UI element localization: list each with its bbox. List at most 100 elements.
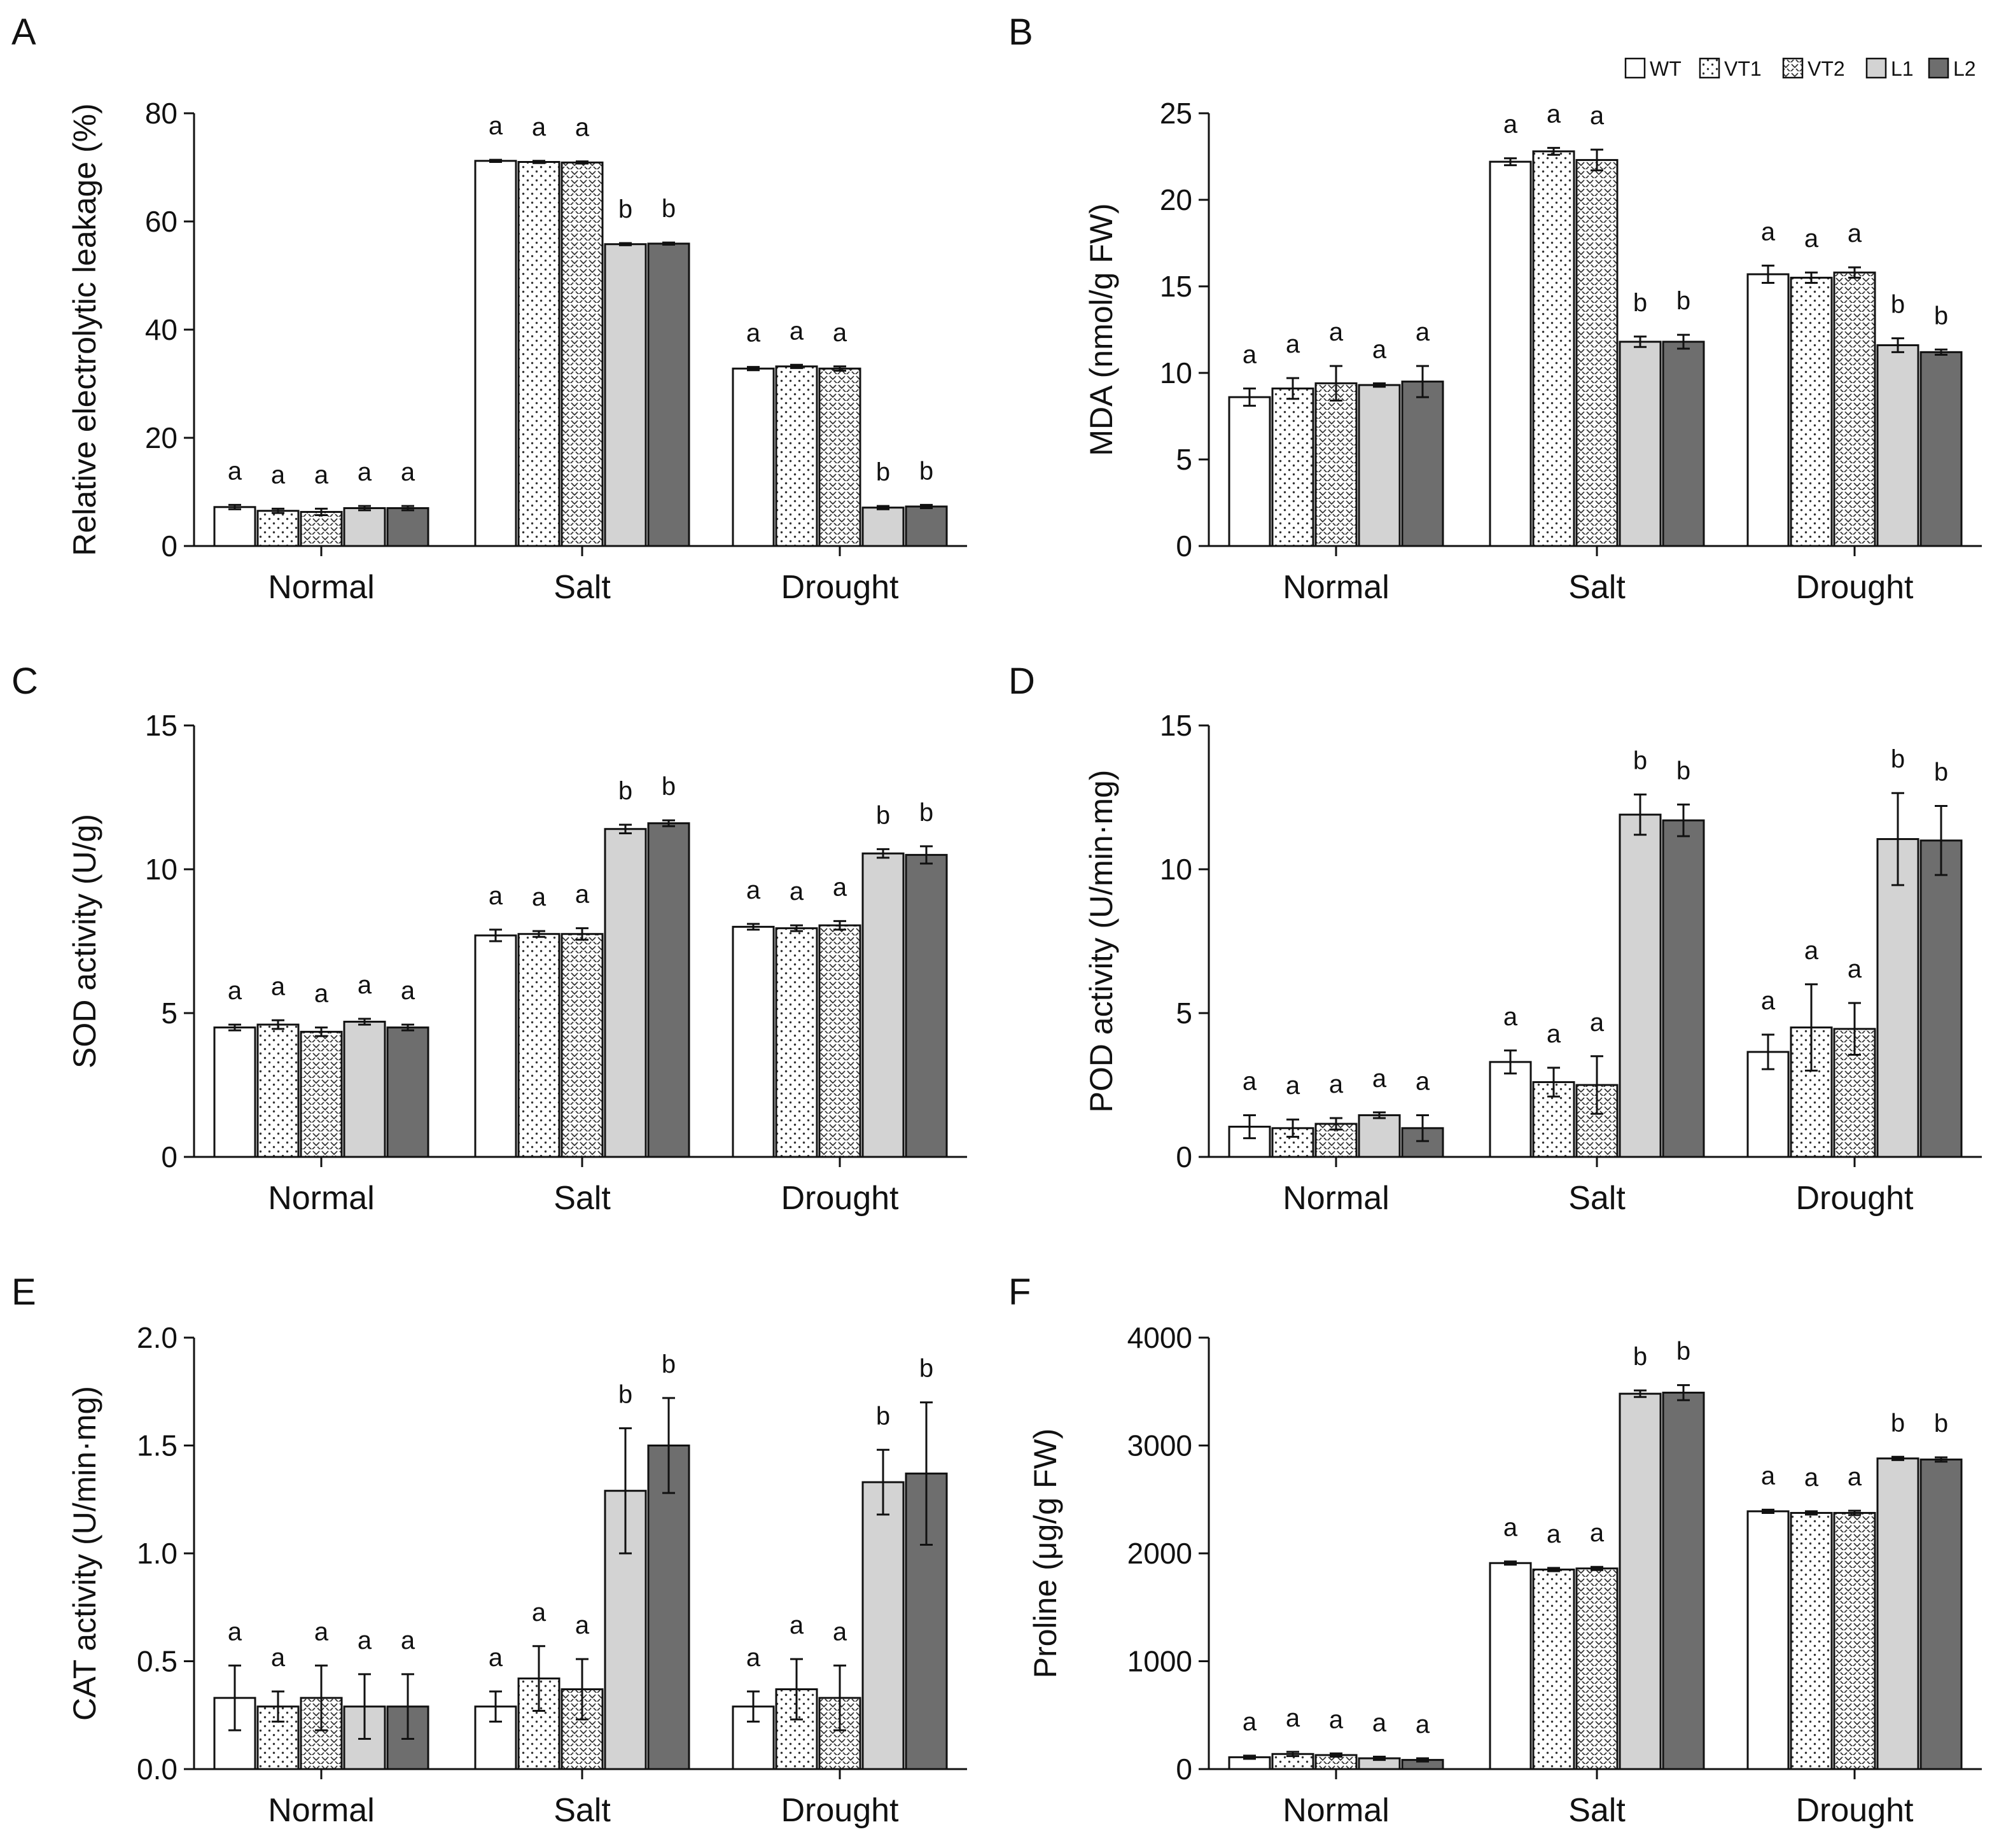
bar-L2: [1919, 839, 1963, 1158]
legend-swatch-VT1: [1699, 57, 1720, 79]
significance-letter: b: [1633, 289, 1647, 317]
significance-letter: b: [1934, 759, 1948, 787]
significance-letter: a: [1416, 1711, 1430, 1739]
y-tick-label: 15: [1160, 270, 1192, 303]
significance-letter: a: [1503, 111, 1518, 139]
significance-letter: a: [314, 1618, 329, 1646]
bar-VT2: [1575, 158, 1619, 547]
y-axis-label: POD activity (U/min·mg): [1083, 770, 1119, 1113]
y-axis-label: MDA (nmol/g FW): [1083, 203, 1119, 456]
significance-letter: a: [1547, 100, 1561, 128]
bar-L2: [1919, 1459, 1963, 1770]
significance-letter: a: [1372, 335, 1387, 363]
significance-letter: b: [1891, 745, 1905, 773]
bar-VT1: [1532, 1568, 1575, 1770]
significance-letter: a: [1590, 1519, 1605, 1547]
significance-letter: b: [618, 1380, 632, 1408]
significance-letter: b: [876, 1402, 890, 1430]
bar-WT: [1489, 1562, 1532, 1770]
significance-letter: a: [1590, 1009, 1605, 1037]
y-tick-label: 25: [1160, 97, 1192, 130]
bar-L1: [1876, 1457, 1919, 1770]
x-tick-label: Salt: [1568, 1180, 1626, 1217]
y-tick-label: 1.0: [137, 1537, 178, 1570]
significance-letter: a: [358, 971, 372, 999]
significance-letter: a: [1286, 330, 1300, 358]
chart-panel-F: F Proline (μg/g FW) 0 1000 2000 3000 4000 Norma…: [1008, 1271, 1982, 1829]
y-tick-label: 15: [1160, 709, 1192, 742]
bar-L2: [647, 822, 690, 1158]
significance-letter: b: [1633, 1343, 1647, 1371]
x-tick-label: Normal: [268, 569, 375, 606]
panel-letter: F: [1008, 1271, 1031, 1313]
significance-letter: a: [401, 1627, 415, 1655]
significance-letter: a: [1547, 1020, 1561, 1048]
significance-letter: a: [1286, 1072, 1300, 1100]
x-tick-label: Normal: [268, 1180, 375, 1217]
bar-VT2: [1833, 271, 1876, 547]
significance-letter: a: [228, 1618, 242, 1646]
significance-letter: a: [271, 1644, 286, 1672]
significance-letter: a: [746, 319, 761, 347]
y-tick-label: 60: [145, 205, 178, 238]
significance-letter: a: [746, 876, 761, 904]
x-tick-label: Drought: [1796, 569, 1914, 606]
bar-L2: [905, 853, 948, 1158]
legend-swatch-L2: [1928, 57, 1949, 79]
legend-swatch-L1: [1865, 57, 1887, 79]
significance-letter: a: [833, 319, 847, 347]
significance-letter: a: [1243, 1067, 1257, 1095]
significance-letter: a: [358, 458, 372, 486]
significance-letter: b: [919, 457, 933, 485]
significance-letter: a: [575, 1611, 590, 1639]
y-tick-label: 1000: [1127, 1645, 1192, 1678]
y-tick-label: 5: [1176, 997, 1192, 1030]
significance-letter: a: [1243, 1708, 1257, 1736]
y-tick-label: 2000: [1127, 1537, 1192, 1570]
chart-panel-E: E CAT activity (U/min·mg) 0.0 0.5 1.0 1.5 2.0 N…: [11, 1271, 967, 1829]
y-tick-label: 0: [161, 529, 178, 563]
significance-letter: a: [1761, 1462, 1776, 1490]
significance-letter: a: [1503, 1514, 1518, 1542]
bar-VT1: [775, 927, 818, 1158]
significance-letter: a: [1804, 225, 1819, 253]
y-tick-label: 0: [1176, 1140, 1192, 1173]
significance-letter: b: [662, 195, 676, 223]
significance-letter: a: [532, 113, 547, 141]
significance-letter: a: [790, 1611, 804, 1639]
x-tick-label: Drought: [1796, 1792, 1914, 1829]
panel-letter: C: [11, 661, 38, 702]
bar-L2: [1662, 1391, 1705, 1770]
bar-VT2: [300, 510, 343, 547]
significance-letter: a: [746, 1644, 761, 1672]
significance-letter: b: [1633, 746, 1647, 774]
significance-letter: a: [1503, 1003, 1518, 1031]
x-tick-label: Salt: [1568, 569, 1626, 606]
significance-letter: b: [919, 1355, 933, 1383]
bar-L2: [1401, 381, 1444, 547]
significance-letter: a: [401, 458, 415, 486]
significance-letter: a: [575, 881, 590, 909]
y-tick-label: 0: [161, 1140, 178, 1173]
bar-WT: [1746, 273, 1790, 547]
significance-letter: a: [575, 114, 590, 142]
significance-letter: a: [401, 977, 415, 1005]
bar-VT2: [1575, 1567, 1619, 1770]
significance-letter: a: [1243, 340, 1257, 368]
x-tick-label: Normal: [1283, 1792, 1390, 1829]
bar-WT: [474, 934, 517, 1158]
x-tick-label: Drought: [781, 1180, 900, 1217]
y-tick-label: 5: [1176, 443, 1192, 476]
significance-letter: a: [271, 972, 286, 1000]
bar-VT1: [1532, 150, 1575, 547]
bar-WT: [474, 160, 517, 547]
significance-letter: a: [1329, 1705, 1344, 1733]
significance-letter: a: [271, 461, 286, 489]
bar-VT2: [818, 924, 861, 1158]
significance-letter: b: [1891, 291, 1905, 319]
bar-L2: [386, 1026, 429, 1158]
y-axis-label: CAT activity (U/min·mg): [67, 1386, 102, 1721]
